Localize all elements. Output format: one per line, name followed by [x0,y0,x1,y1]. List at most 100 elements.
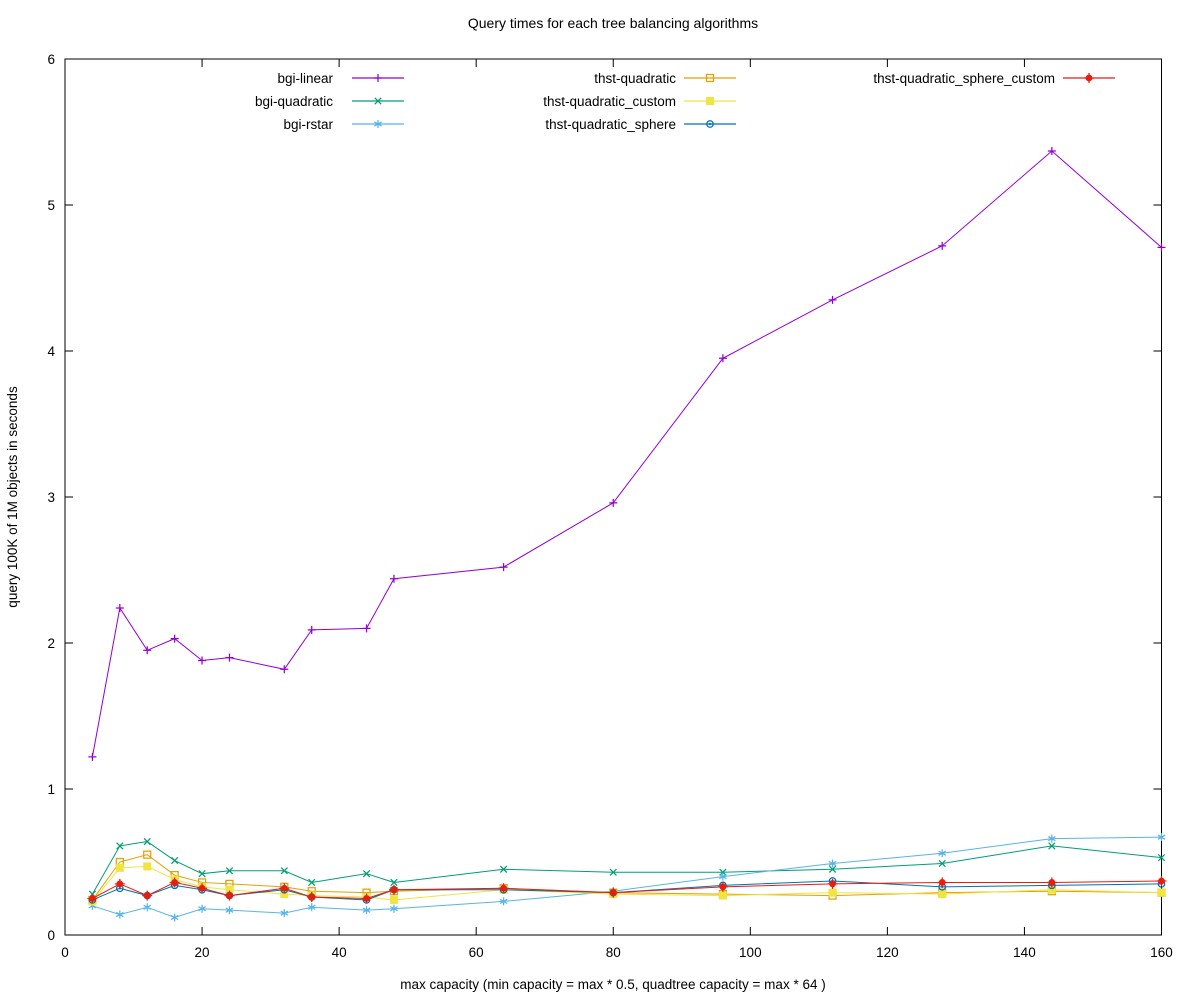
asterisk-marker-icon [143,903,152,912]
y-tick-label: 0 [47,928,55,943]
asterisk-marker-icon [718,872,727,881]
plus-marker-icon [280,665,289,674]
cross-marker-icon [225,867,234,875]
y-tick-label: 3 [47,490,55,505]
cross-marker-icon [499,865,508,873]
asterisk-marker-icon [374,120,382,128]
legend-entry-thst-quadratic_sphere_custom: thst-quadratic_sphere_custom [873,71,1115,86]
plus-marker-icon [143,646,152,655]
asterisk-marker-icon [938,849,947,858]
square-filled-marker-icon [1157,888,1166,897]
cross-marker-icon [198,870,206,878]
square-filled-marker-icon [280,890,289,899]
series-thst-quadratic_custom [88,862,1166,906]
square-filled-marker-icon [718,891,727,900]
legend-label: thst-quadratic_custom [543,94,676,109]
series-line-bgi-linear [91,150,1162,757]
square-filled-marker-icon [225,885,234,894]
x-tick-label: 120 [876,945,899,960]
circle-filled-plus-marker-icon [116,880,124,888]
cross-marker-icon [362,870,371,878]
circle-filled-plus-marker-icon [280,884,288,892]
series-line-thst-quadratic_custom [92,865,1162,902]
cross-marker-icon [116,842,124,850]
y-axis-label: query 100K of 1M objects in seconds [5,386,20,608]
series-line-thst-quadratic [92,854,1162,901]
plus-marker-icon [115,603,124,612]
circle-dot-open-marker-icon [706,120,714,128]
asterisk-marker-icon [499,897,508,906]
legend-entry-bgi-linear: bgi-linear [277,71,404,86]
asterisk-marker-icon [1157,833,1166,842]
circle-filled-plus-marker-icon [143,892,151,899]
x-tick-label: 100 [739,945,762,960]
legend: bgi-linear bgi-quadratic bgi-rstar thst-qua… [255,71,1115,132]
circle-filled-plus-marker-icon [500,884,507,892]
legend-entry-thst-quadratic: thst-quadratic [594,71,736,86]
cross-marker-icon [1048,842,1056,850]
cross-marker-icon [171,856,179,865]
plus-marker-icon [1157,243,1166,252]
x-tick-label: 40 [332,945,347,960]
circle-filled-plus-marker-icon [198,884,206,892]
cross-marker-icon [828,865,837,873]
square-filled-marker-icon [706,97,714,105]
plus-marker-icon [1047,146,1056,155]
legend-entry-bgi-rstar: bgi-rstar [283,117,404,132]
legend-entry-bgi-quadratic: bgi-quadratic [255,94,404,109]
series-layer [87,146,1167,922]
circle-filled-plus-marker-icon [1048,879,1056,886]
cross-marker-icon [280,867,288,875]
square-filled-marker-icon [115,863,124,872]
chart-title: Query times for each tree balancing algo… [468,15,758,31]
cross-marker-icon [1157,853,1166,862]
square-filled-marker-icon [938,890,947,899]
plus-marker-icon [88,752,97,761]
x-tick-label: 80 [606,945,621,960]
cross-marker-icon [938,859,946,868]
circle-filled-plus-marker-icon [390,886,398,894]
circle-filled-plus-marker-icon [938,879,946,886]
circle-filled-plus-marker-icon [1158,877,1165,885]
circle-filled-plus-marker-icon [829,880,836,888]
plus-marker-icon [828,295,837,304]
series-line-bgi-rstar [92,836,1162,919]
plus-marker-icon [389,574,398,583]
series-thst-quadratic [88,850,1166,905]
legend-label: bgi-quadratic [255,94,333,109]
series-bgi-quadratic [88,837,1166,898]
plus-marker-icon [198,656,207,665]
asterisk-marker-icon [390,904,398,913]
x-tick-label: 160 [1150,945,1173,960]
circle-filled-plus-marker-icon [609,889,617,897]
x-tick-label: 20 [195,945,210,960]
asterisk-marker-icon [115,910,124,919]
plus-marker-icon [938,241,947,250]
plus-marker-icon [499,563,508,572]
circle-filled-plus-marker-icon [308,893,316,901]
axis-ticks: 0 20 40 60 80 100 120 140 160 0 1 2 3 4 5 6 [47,52,1172,960]
circle-filled-plus-marker-icon [363,895,370,902]
x-tick-label: 60 [469,945,484,960]
asterisk-marker-icon [170,913,179,922]
series-bgi-rstar [88,833,1166,922]
circle-filled-plus-marker-icon [226,892,233,899]
legend-label: thst-quadratic [594,71,676,86]
cross-marker-icon [374,97,382,105]
series-thst-quadratic_sphere [88,877,1166,904]
cross-marker-icon [143,837,151,846]
legend-label: bgi-rstar [283,117,333,132]
legend-label: thst-quadratic_sphere [545,117,676,132]
y-tick-label: 4 [47,344,55,359]
y-tick-label: 1 [47,782,55,797]
asterisk-marker-icon [198,904,206,913]
asterisk-marker-icon [828,859,837,868]
plus-marker-icon [170,634,179,643]
circle-filled-plus-marker-icon [171,879,179,886]
circle-filled-plus-marker-icon [89,895,96,902]
series-bgi-linear [88,146,1166,761]
plus-marker-icon [362,624,371,633]
